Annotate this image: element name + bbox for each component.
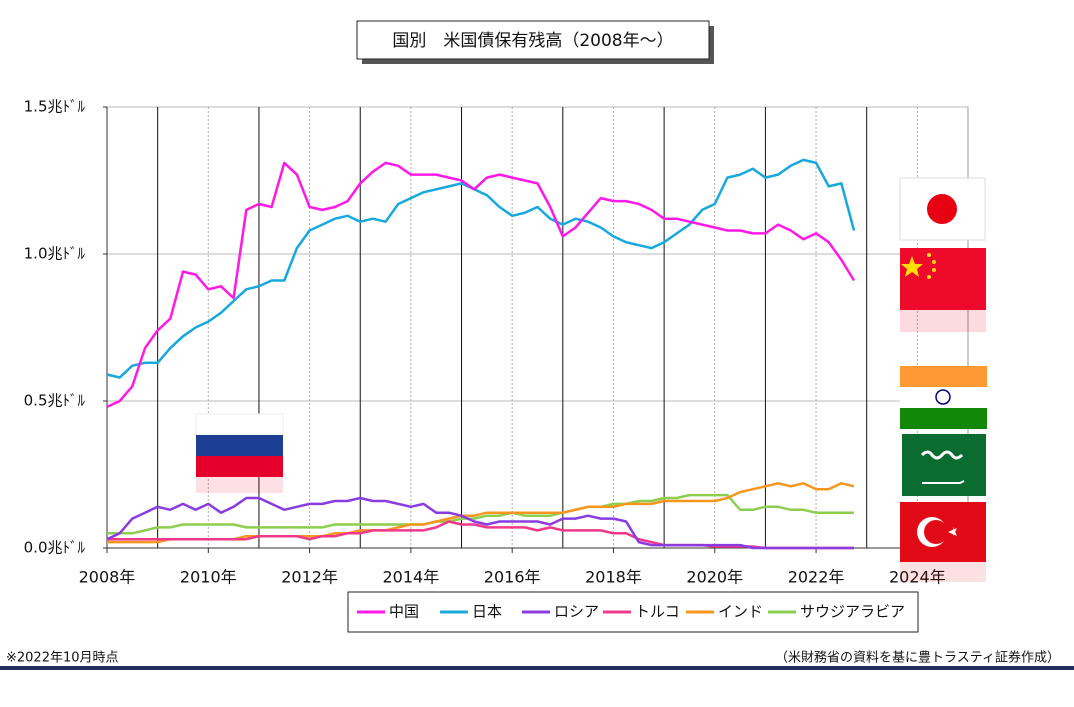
legend-label: 日本 (472, 603, 502, 621)
legend-label: ロシア (554, 603, 599, 621)
legend-label: インド (718, 603, 763, 621)
legend-label: サウジアラビア (800, 603, 905, 621)
flag-russia (195, 413, 284, 493)
flag-turkey (900, 502, 986, 582)
y-tick-label: 0.0兆ﾄﾞﾙ (24, 539, 86, 557)
y-tick-label: 1.0兆ﾄﾞﾙ (24, 245, 86, 263)
legend: 中国 日本 ロシア トルコ インド サウジアラビア (357, 603, 905, 621)
chart-title: 国別 米国債保有残高（2008年～） (392, 31, 673, 51)
series-line (107, 520, 854, 550)
source: （米財務省の資料を基に豊トラスティ証券作成） (775, 650, 1060, 666)
x-tick-label: 2008年 (79, 568, 136, 587)
y-tick-label: 1.5兆ﾄﾞﾙ (24, 98, 86, 116)
grid: 0.0兆ﾄﾞﾙ 0.5兆ﾄﾞﾙ 1.0兆ﾄﾞﾙ 1.5兆ﾄﾞﾙ 2008年 2010年 20… (24, 98, 968, 587)
series-line (106, 496, 854, 550)
lines (106, 158, 856, 550)
x-tick-label: 2022年 (788, 568, 845, 587)
x-tick-label: 2024年 (889, 568, 946, 587)
note: ※2022年10月時点 (6, 651, 119, 666)
flag-saudi (902, 434, 986, 496)
x-tick-label: 2014年 (383, 568, 440, 587)
x-tick-label: 2020年 (686, 568, 743, 587)
x-tick-label: 2010年 (180, 568, 237, 587)
legend-label: トルコ (635, 603, 680, 621)
footer-rule (0, 666, 1074, 670)
x-tick-label: 2012年 (281, 568, 338, 587)
y-tick-label: 0.5兆ﾄﾞﾙ (24, 392, 86, 410)
flag-india (900, 366, 987, 429)
flag-japan (899, 177, 986, 241)
x-tick-label: 2016年 (484, 568, 541, 587)
flag-china (900, 248, 986, 332)
title-box (356, 20, 710, 60)
series-line (106, 161, 856, 409)
series-line (106, 158, 856, 379)
legend-label: 中国 (389, 603, 419, 621)
x-tick-label: 2018年 (585, 568, 642, 587)
